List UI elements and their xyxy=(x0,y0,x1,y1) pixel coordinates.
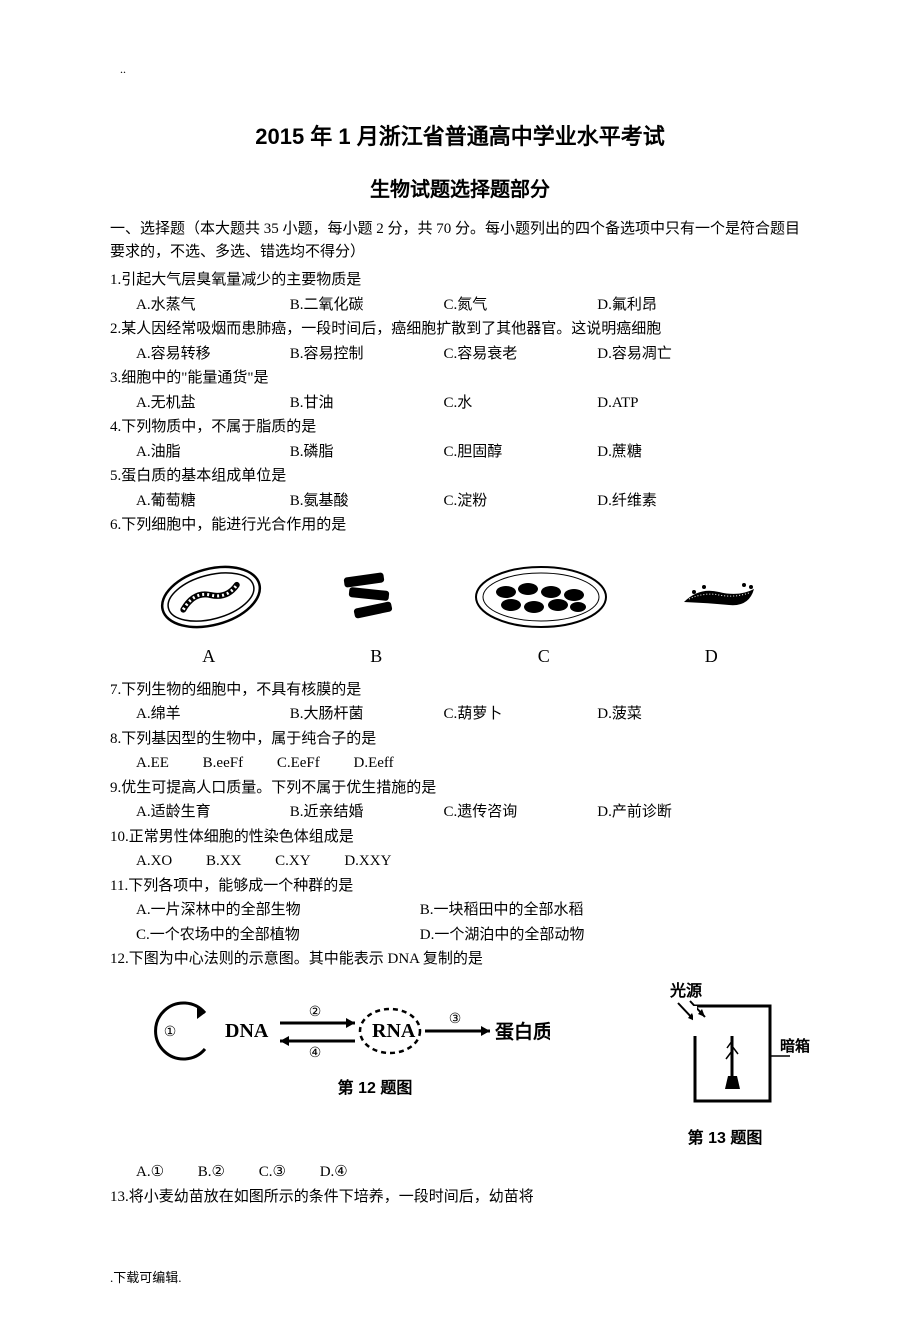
q11-a: A.一片深林中的全部生物 xyxy=(136,899,416,922)
q8-b: B.eeFf xyxy=(203,752,243,775)
q1-a: A.水蒸气 xyxy=(136,294,286,317)
q9-text: 9.优生可提高人口质量。下列不属于优生措施的是 xyxy=(110,777,810,800)
q4-b: B.磷脂 xyxy=(290,441,440,464)
q6-label-a: A xyxy=(159,642,259,671)
q9-b: B.近亲结婚 xyxy=(290,801,440,824)
q12-d: D.④ xyxy=(320,1161,348,1184)
q2-a: A.容易转移 xyxy=(136,343,286,366)
q8-options: A.EE B.eeFf C.EeFf D.Eeff xyxy=(110,752,810,775)
q5-a: A.葡萄糖 xyxy=(136,490,286,513)
q4-text: 4.下列物质中，不属于脂质的是 xyxy=(110,416,810,439)
q13-diagram: 光源 暗箱 第 13 题图 xyxy=(640,981,810,1152)
q8-d: D.Eeff xyxy=(354,752,394,775)
q12-options: A.① B.② C.③ D.④ xyxy=(110,1161,810,1184)
q13-text: 13.将小麦幼苗放在如图所示的条件下培养，一段时间后，幼苗将 xyxy=(110,1186,810,1209)
q6-img-b xyxy=(324,557,414,637)
q13-caption: 第 13 题图 xyxy=(640,1126,810,1152)
q10-a: A.XO xyxy=(136,850,172,873)
q7-b: B.大肠杆菌 xyxy=(290,703,440,726)
q9-c: C.遗传咨询 xyxy=(444,801,594,824)
q11-d: D.一个湖泊中的全部动物 xyxy=(420,927,585,943)
q5-b: B.氨基酸 xyxy=(290,490,440,513)
q6-label-b: B xyxy=(326,642,426,671)
q10-text: 10.正常男性体细胞的性染色体组成是 xyxy=(110,826,810,849)
q10-c: C.XY xyxy=(275,850,310,873)
q8-text: 8.下列基因型的生物中，属于纯合子的是 xyxy=(110,728,810,751)
q3-d: D.ATP xyxy=(597,392,747,415)
header-ellipsis: .. xyxy=(110,60,810,119)
q11-b: B.一块稻田中的全部水稻 xyxy=(420,902,584,918)
q1-c: C.氮气 xyxy=(444,294,594,317)
q6-img-a xyxy=(151,557,271,637)
q12-b: B.② xyxy=(198,1161,225,1184)
q4-d: D.蔗糖 xyxy=(597,441,747,464)
q11-options-row2: C.一个农场中的全部植物 D.一个湖泊中的全部动物 xyxy=(110,924,810,947)
q3-b: B.甘油 xyxy=(290,392,440,415)
q10-b: B.XX xyxy=(206,850,241,873)
q1-options: A.水蒸气 B.二氧化碳 C.氮气 D.氟利昂 xyxy=(110,294,810,317)
svg-text:RNA: RNA xyxy=(372,1020,416,1042)
svg-text:暗箱: 暗箱 xyxy=(780,1037,810,1055)
q11-options-row1: A.一片深林中的全部生物 B.一块稻田中的全部水稻 xyxy=(110,899,810,922)
q6-label-d: D xyxy=(661,642,761,671)
q8-c: C.EeFf xyxy=(277,752,320,775)
q9-d: D.产前诊断 xyxy=(597,801,747,824)
q6-images xyxy=(110,557,810,637)
q7-text: 7.下列生物的细胞中，不具有核膜的是 xyxy=(110,679,810,702)
q12-a: A.① xyxy=(136,1161,164,1184)
q4-options: A.油脂 B.磷脂 C.胆固醇 D.蔗糖 xyxy=(110,441,810,464)
section-instructions: 一、选择题（本大题共 35 小题，每小题 2 分，共 70 分。每小题列出的四个… xyxy=(110,218,810,263)
q5-options: A.葡萄糖 B.氨基酸 C.淀粉 D.纤维素 xyxy=(110,490,810,513)
q7-a: A.绵羊 xyxy=(136,703,286,726)
q6-img-labels: A B C D xyxy=(110,642,810,671)
svg-text:蛋白质: 蛋白质 xyxy=(495,1020,550,1043)
svg-text:④: ④ xyxy=(309,1046,322,1061)
q10-options: A.XO B.XX C.XY D.XXY xyxy=(110,850,810,873)
q6-img-d xyxy=(669,557,769,637)
q12-caption: 第 12 题图 xyxy=(110,1076,640,1102)
q6-img-c xyxy=(466,557,616,637)
svg-text:DNA: DNA xyxy=(225,1020,269,1042)
q5-d: D.纤维素 xyxy=(597,490,747,513)
q12-c: C.③ xyxy=(259,1161,286,1184)
q2-b: B.容易控制 xyxy=(290,343,440,366)
q3-c: C.水 xyxy=(444,392,594,415)
q1-d: D.氟利昂 xyxy=(597,294,747,317)
q5-text: 5.蛋白质的基本组成单位是 xyxy=(110,465,810,488)
q12-text: 12.下图为中心法则的示意图。其中能表示 DNA 复制的是 xyxy=(110,948,810,971)
q2-text: 2.某人因经常吸烟而患肺癌，一段时间后，癌细胞扩散到了其他器官。这说明癌细胞 xyxy=(110,318,810,341)
q2-c: C.容易衰老 xyxy=(444,343,594,366)
q3-text: 3.细胞中的"能量通货"是 xyxy=(110,367,810,390)
q6-text: 6.下列细胞中，能进行光合作用的是 xyxy=(110,514,810,537)
q2-d: D.容易凋亡 xyxy=(597,343,747,366)
q9-a: A.适龄生育 xyxy=(136,801,286,824)
q6-label-c: C xyxy=(494,642,594,671)
svg-text:③: ③ xyxy=(449,1012,462,1027)
q7-d: D.菠菜 xyxy=(597,703,747,726)
svg-text:②: ② xyxy=(309,1005,322,1020)
q12-q13-figures: ① DNA ② ④ RNA ③ 蛋白质 第 12 题图 光源 暗箱 xyxy=(110,981,810,1152)
q3-a: A.无机盐 xyxy=(136,392,286,415)
q1-text: 1.引起大气层臭氧量减少的主要物质是 xyxy=(110,269,810,292)
q11-text: 11.下列各项中，能够成一个种群的是 xyxy=(110,875,810,898)
svg-text:光源: 光源 xyxy=(669,981,702,1000)
q4-a: A.油脂 xyxy=(136,441,286,464)
q2-options: A.容易转移 B.容易控制 C.容易衰老 D.容易凋亡 xyxy=(110,343,810,366)
q11-c: C.一个农场中的全部植物 xyxy=(136,924,416,947)
q4-c: C.胆固醇 xyxy=(444,441,594,464)
svg-text:①: ① xyxy=(164,1025,177,1040)
q5-c: C.淀粉 xyxy=(444,490,594,513)
q8-a: A.EE xyxy=(136,752,169,775)
q12-diagram: ① DNA ② ④ RNA ③ 蛋白质 第 12 题图 xyxy=(110,981,640,1112)
q9-options: A.适龄生育 B.近亲结婚 C.遗传咨询 D.产前诊断 xyxy=(110,801,810,824)
main-title: 2015 年 1 月浙江省普通高中学业水平考试 xyxy=(110,119,810,154)
q1-b: B.二氧化碳 xyxy=(290,294,440,317)
footer-text: .下载可编辑. xyxy=(110,1268,810,1289)
q7-options: A.绵羊 B.大肠杆菌 C.葫萝卜 D.菠菜 xyxy=(110,703,810,726)
q7-c: C.葫萝卜 xyxy=(444,703,594,726)
sub-title: 生物试题选择题部分 xyxy=(110,174,810,206)
q10-d: D.XXY xyxy=(344,850,391,873)
q3-options: A.无机盐 B.甘油 C.水 D.ATP xyxy=(110,392,810,415)
